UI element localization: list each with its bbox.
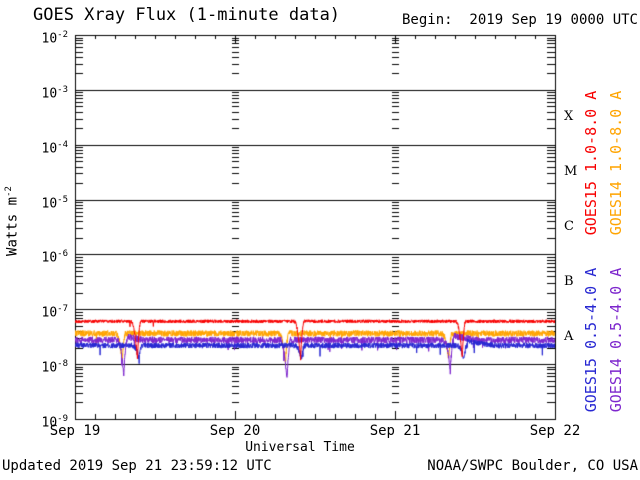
flare-class-letter: M [564, 164, 578, 180]
y-tick-label: 10-8 [41, 359, 69, 376]
y-tick-label: 10-6 [41, 249, 69, 266]
page-title: GOES Xray Flux (1-minute data) [33, 5, 341, 25]
credit-text: NOAA/SWPC Boulder, CO USA [427, 458, 638, 474]
x-tick-label: Sep 22 [529, 423, 581, 439]
legend-label-goes14-1-0-8-0-a: GOES14 1.0-8.0 A [607, 90, 625, 236]
legend-label-goes15-0-5-4-0-a: GOES15 0.5-4.0 A [582, 267, 600, 413]
x-tick-label: Sep 19 [49, 423, 101, 439]
flare-class-letter: A [564, 328, 574, 344]
x-tick-label: Sep 21 [369, 423, 421, 439]
y-tick-label: 10-3 [41, 84, 69, 102]
flare-class-letter: X [564, 109, 574, 125]
y-tick-label: 10-7 [41, 304, 69, 321]
updated-timestamp: Updated 2019 Sep 21 23:59:12 UTC [2, 458, 272, 474]
y-tick-label: 10-5 [41, 194, 69, 211]
y-tick-label: 10-2 [41, 30, 69, 47]
x-tick-label: Sep 20 [209, 423, 261, 439]
flare-class-letter: B [564, 273, 574, 289]
legend-label-goes14-0-5-4-0-a: GOES14 0.5-4.0 A [607, 267, 625, 413]
legend-label-goes15-1-0-8-0-a: GOES15 1.0-8.0 A [582, 90, 600, 236]
y-tick-label: 10-9 [41, 414, 69, 431]
begin-timestamp: Begin: 2019 Sep 19 0000 UTC [401, 12, 638, 28]
y-tick-label: 10-4 [41, 139, 69, 157]
y-axis-title: Watts m-2 [4, 186, 21, 256]
flare-class-letter: C [564, 219, 574, 234]
x-axis-title: Universal Time [245, 440, 355, 455]
